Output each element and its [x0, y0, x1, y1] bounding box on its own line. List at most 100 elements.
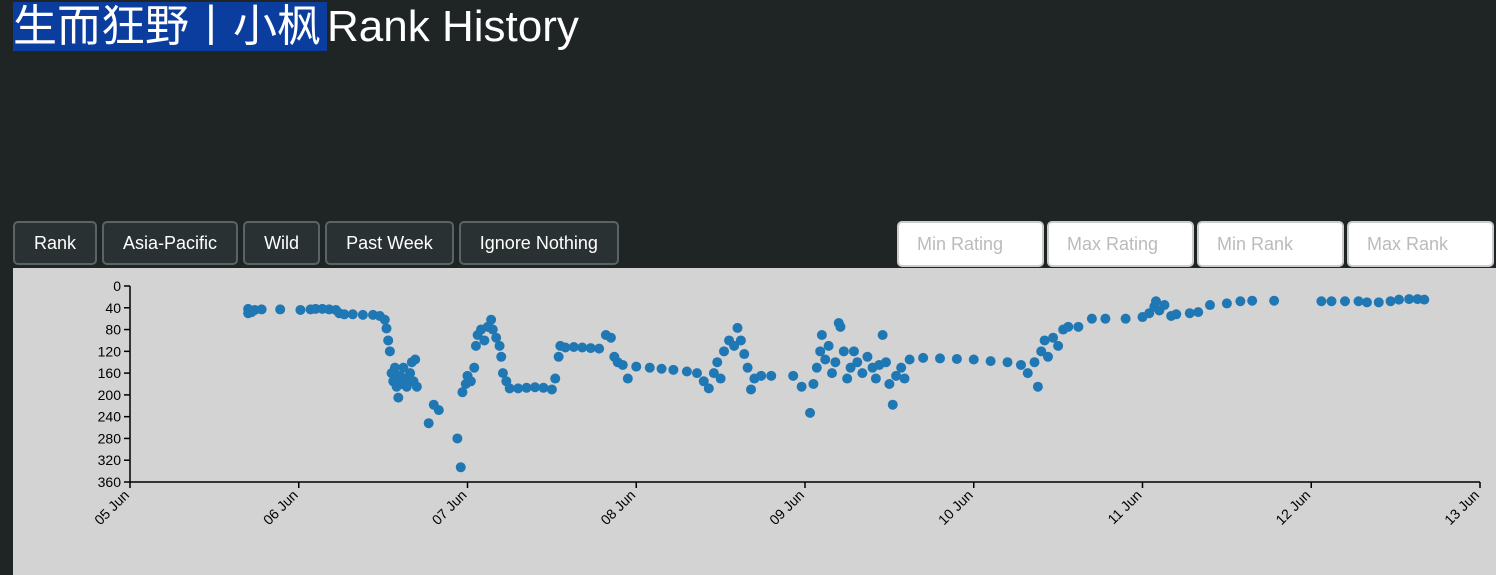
data-point: [1353, 296, 1364, 307]
data-point: [756, 370, 767, 381]
data-point: [1326, 296, 1337, 307]
x-tick-label: 05 Jun: [91, 487, 132, 528]
data-point: [1193, 307, 1204, 318]
y-tick-label: 40: [105, 300, 121, 316]
data-point: [1016, 359, 1026, 370]
data-point: [1063, 321, 1074, 332]
data-point: [339, 309, 350, 320]
data-point: [935, 353, 945, 364]
data-point: [918, 352, 929, 363]
data-point: [729, 340, 740, 351]
data-point: [1221, 298, 1232, 309]
data-point: [708, 368, 719, 379]
data-point: [884, 379, 895, 389]
data-point: [712, 357, 723, 368]
y-tick-label: 360: [98, 474, 122, 490]
y-tick-label: 0: [113, 278, 121, 294]
data-point: [1029, 357, 1040, 368]
data-point: [379, 314, 390, 325]
data-point: [487, 324, 498, 335]
data-point: [433, 405, 444, 416]
data-point: [452, 433, 463, 444]
data-point: [891, 370, 902, 381]
data-point: [275, 304, 286, 315]
x-tick-label: 08 Jun: [597, 487, 638, 528]
data-point: [496, 351, 507, 362]
x-tick-label: 13 Jun: [1441, 487, 1482, 528]
data-point: [1171, 309, 1182, 320]
data-point: [357, 309, 368, 320]
data-point: [887, 399, 898, 410]
data-point: [530, 382, 540, 393]
data-point: [811, 362, 822, 373]
data-point: [742, 362, 753, 373]
data-point: [877, 330, 888, 340]
data-point: [808, 379, 819, 389]
data-point: [256, 304, 267, 315]
data-point: [383, 335, 394, 346]
data-point: [577, 342, 588, 353]
data-point: [513, 383, 524, 394]
data-point: [504, 383, 515, 394]
data-point: [1419, 294, 1430, 305]
y-tick-label: 120: [98, 343, 122, 359]
page-title: 生而狂野丨小枫 Rank History: [13, 0, 579, 54]
data-point: [848, 346, 859, 357]
data-point: [644, 362, 655, 373]
data-point: [457, 387, 468, 398]
data-point: [820, 354, 831, 365]
data-point: [681, 366, 692, 377]
filter-button[interactable]: Ignore Nothing: [458, 221, 619, 265]
data-point: [1032, 381, 1043, 392]
data-point: [827, 368, 837, 379]
data-point: [862, 351, 873, 362]
x-tick-label: 07 Jun: [429, 487, 470, 528]
filter-button[interactable]: Asia-Pacific: [102, 221, 239, 265]
data-point: [553, 351, 564, 362]
filter-button[interactable]: Wild: [243, 221, 321, 265]
filter-input[interactable]: [1047, 221, 1194, 267]
filter-input[interactable]: [897, 221, 1044, 267]
data-point: [381, 323, 392, 334]
data-point: [766, 370, 777, 381]
data-point: [815, 346, 826, 357]
data-point: [1404, 294, 1415, 305]
data-point: [622, 373, 633, 384]
data-point: [631, 361, 642, 372]
y-tick-label: 240: [98, 409, 122, 425]
data-point: [423, 418, 434, 429]
data-point: [870, 373, 881, 384]
data-point: [1043, 351, 1053, 362]
data-point: [1205, 300, 1215, 311]
data-point: [830, 357, 841, 368]
data-point: [852, 357, 863, 368]
data-point: [838, 346, 849, 357]
data-point: [899, 373, 910, 384]
y-tick-label: 320: [98, 452, 122, 468]
x-tick-label: 12 Jun: [1272, 487, 1313, 528]
player-name: 生而狂野丨小枫: [13, 2, 327, 51]
data-point: [384, 346, 395, 357]
data-point: [494, 340, 505, 351]
filter-input[interactable]: [1347, 221, 1494, 267]
y-tick-label: 200: [98, 387, 122, 403]
data-point: [823, 340, 834, 351]
data-point: [1100, 313, 1111, 324]
filter-button[interactable]: Past Week: [325, 221, 454, 265]
data-point: [656, 363, 667, 374]
data-point: [1086, 313, 1097, 324]
data-point: [842, 373, 853, 384]
data-point: [497, 368, 508, 379]
data-point: [1002, 357, 1013, 368]
data-point: [491, 332, 502, 343]
filter-button[interactable]: Rank: [13, 221, 98, 265]
data-point: [486, 314, 497, 325]
data-point: [788, 370, 799, 381]
filter-input[interactable]: [1197, 221, 1344, 267]
data-point: [881, 357, 891, 368]
data-point: [1073, 321, 1084, 332]
data-point: [715, 373, 726, 384]
data-point: [735, 335, 746, 346]
data-point: [1120, 313, 1131, 324]
